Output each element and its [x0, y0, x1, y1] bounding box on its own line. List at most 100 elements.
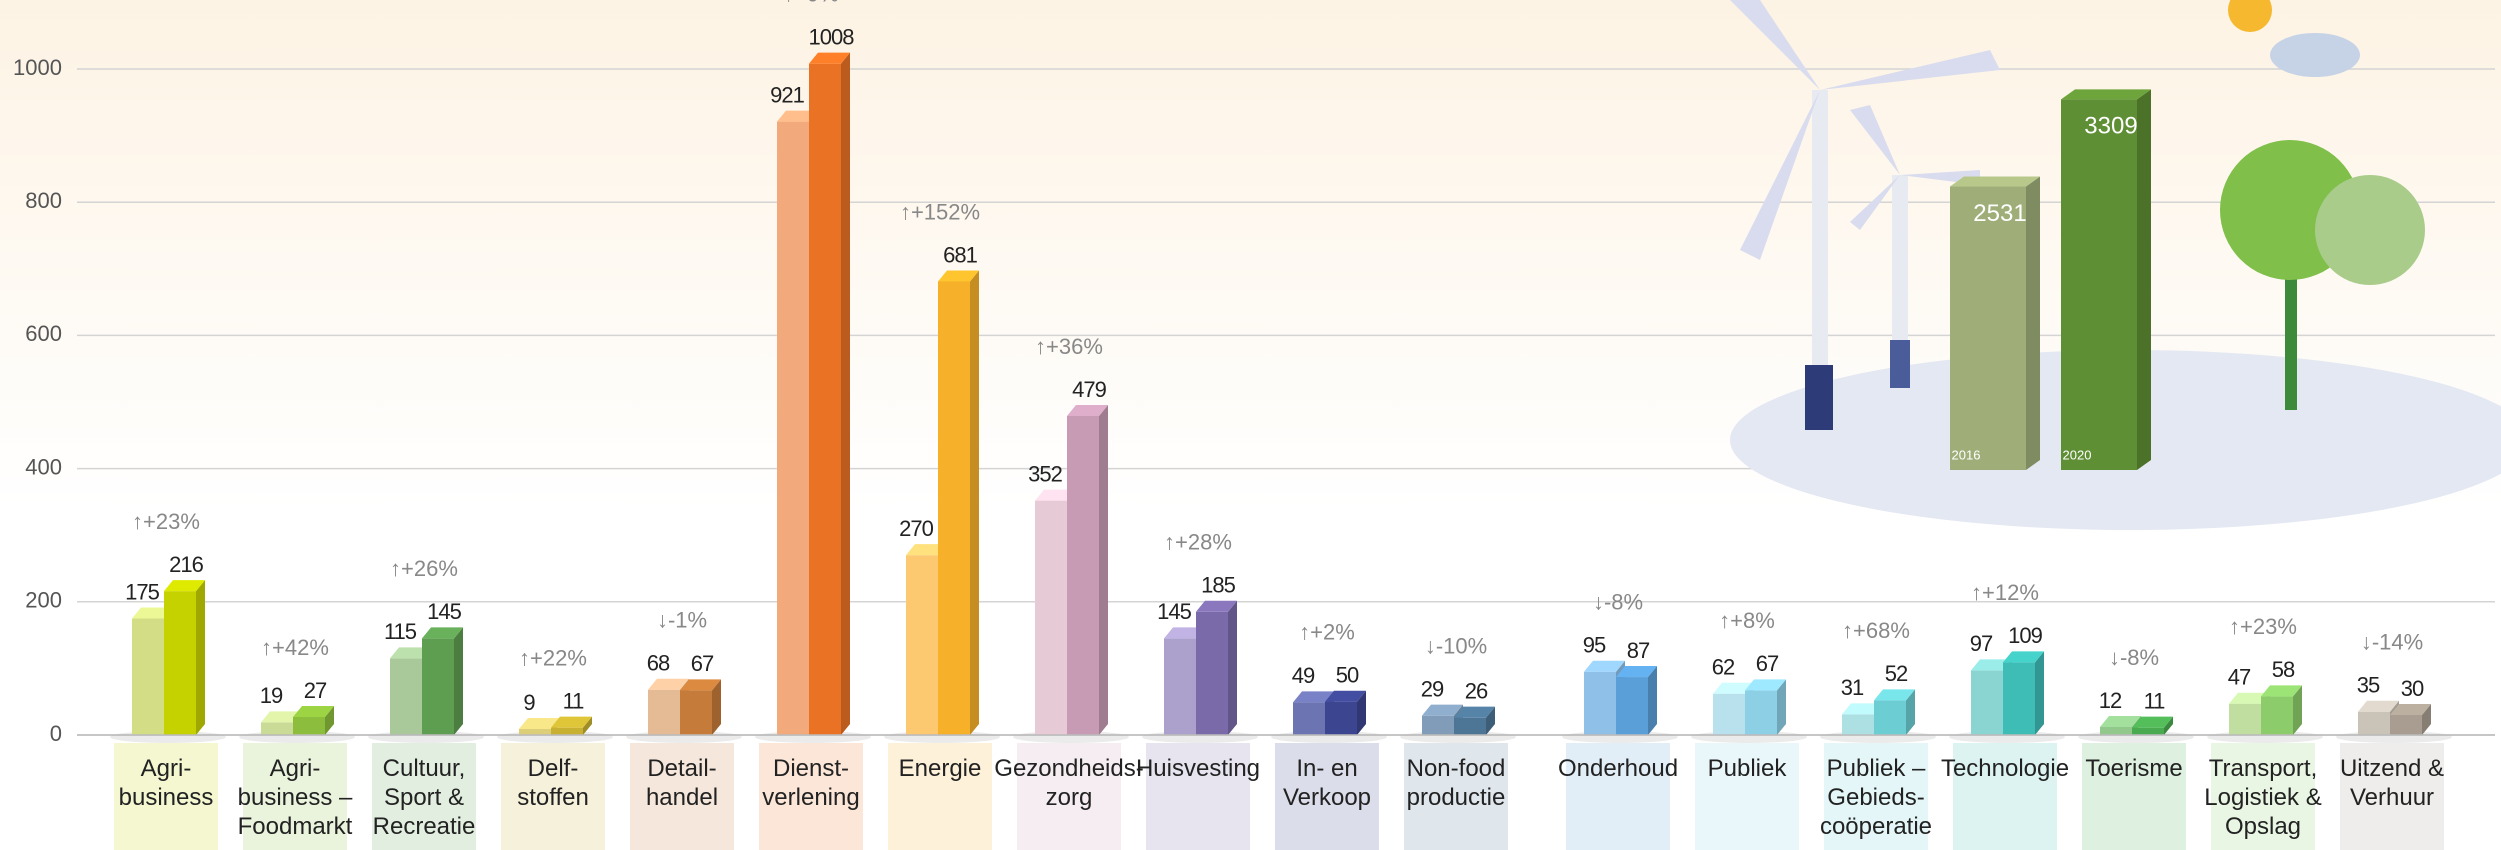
bar: [1616, 677, 1648, 735]
value-label: 67: [1756, 651, 1779, 676]
y-tick-label: 0: [50, 721, 62, 746]
value-label: 35: [2357, 673, 2380, 698]
bar: [1874, 700, 1906, 735]
bar: [519, 729, 551, 735]
total-bar: [2061, 99, 2137, 470]
bar: [2100, 727, 2132, 735]
bar: [777, 122, 809, 735]
bar-side: [196, 580, 205, 735]
bar: [1035, 501, 1067, 735]
value-label: 921: [770, 82, 804, 107]
value-label: 49: [1292, 663, 1315, 688]
change-label: ↑+9%: [783, 0, 839, 6]
bar: [1293, 702, 1325, 735]
value-label: 58: [2272, 657, 2295, 682]
value-label: 19: [260, 683, 283, 708]
value-label: 68: [647, 651, 670, 676]
change-label: ↑+2%: [1299, 620, 1355, 645]
chart: 02004006008001000175216↑+23%Agri-busines…: [0, 0, 2501, 850]
change-label: ↓-10%: [1425, 633, 1487, 658]
bar: [1842, 714, 1874, 735]
value-label: 145: [427, 599, 461, 624]
windmill-base: [1890, 340, 1910, 388]
bar: [132, 618, 164, 735]
value-label: 62: [1712, 655, 1735, 680]
bar: [938, 281, 970, 735]
change-label: ↓-1%: [657, 608, 707, 633]
change-label: ↑+28%: [1164, 530, 1232, 555]
bar: [1971, 670, 2003, 735]
total-bar-top: [1950, 177, 2040, 187]
value-label: 9: [523, 690, 535, 715]
value-label: 31: [1841, 675, 1864, 700]
change-label: ↑+22%: [519, 645, 587, 670]
x-tick-label: Huisvesting: [1136, 755, 1260, 782]
bar: [1067, 416, 1099, 735]
value-label: 52: [1885, 661, 1908, 686]
value-label: 47: [2228, 665, 2251, 690]
bar: [2132, 728, 2164, 735]
y-tick-label: 800: [25, 188, 62, 213]
bar: [261, 722, 293, 735]
value-label: 27: [304, 678, 327, 703]
total-bar-top: [2061, 89, 2151, 99]
x-tick-label: Technologie: [1941, 755, 2069, 782]
change-label: ↓-14%: [2361, 630, 2423, 655]
value-label: 115: [384, 619, 417, 644]
value-label: 270: [899, 516, 933, 541]
bar-side: [454, 627, 463, 735]
total-bar-side: [2026, 177, 2040, 470]
y-tick-label: 1000: [13, 55, 62, 80]
value-label: 97: [1970, 631, 1993, 656]
year-label: 2016: [1952, 447, 1981, 462]
year-label: 2020: [2063, 447, 2092, 462]
change-label: ↑+12%: [1971, 580, 2039, 605]
value-label: 26: [1465, 678, 1488, 703]
x-tick-label: Energie: [899, 755, 982, 782]
bar: [1325, 702, 1357, 735]
value-label: 175: [125, 579, 159, 604]
bar: [680, 690, 712, 735]
bar: [2003, 662, 2035, 735]
bar: [293, 717, 325, 735]
bar: [1745, 690, 1777, 735]
bar: [1164, 638, 1196, 735]
value-label: 216: [169, 552, 203, 577]
cloud: [2270, 33, 2360, 77]
bar: [809, 64, 841, 735]
total-bar: [1950, 187, 2026, 470]
change-label: ↓-8%: [1593, 590, 1643, 615]
x-tick-label: Onderhoud: [1558, 755, 1678, 782]
windmill-base: [1805, 365, 1833, 430]
change-label: ↑+42%: [261, 635, 329, 660]
bar: [551, 728, 583, 735]
bar: [2261, 696, 2293, 735]
bar-side: [1228, 601, 1237, 735]
bar: [1422, 716, 1454, 735]
bar: [390, 658, 422, 735]
bar-side: [970, 270, 979, 735]
value-label: 109: [2008, 623, 2042, 648]
bar-side: [2035, 651, 2044, 735]
value-label: 11: [563, 688, 585, 713]
bar: [1713, 694, 1745, 735]
change-label: ↑+23%: [132, 509, 200, 534]
value-label: 29: [1421, 676, 1444, 701]
value-label: 50: [1336, 663, 1359, 688]
bar: [422, 638, 454, 735]
change-label: ↑+68%: [1842, 618, 1910, 643]
change-label: ↑+23%: [2229, 614, 2297, 639]
change-label: ↑+26%: [390, 556, 458, 581]
value-label: 11: [2144, 688, 2166, 713]
bar-side: [1099, 405, 1108, 735]
total-label: 3309: [2084, 113, 2137, 140]
value-label: 95: [1583, 633, 1606, 658]
bar: [164, 591, 196, 735]
total-bar-side: [2137, 89, 2151, 470]
x-tick-label: Publiek –Gebieds-coöperatie: [1820, 755, 1932, 840]
bar: [1584, 672, 1616, 735]
value-label: 145: [1157, 599, 1191, 624]
value-label: 12: [2099, 688, 2122, 713]
value-label: 185: [1201, 573, 1235, 598]
y-tick-label: 400: [25, 454, 62, 479]
